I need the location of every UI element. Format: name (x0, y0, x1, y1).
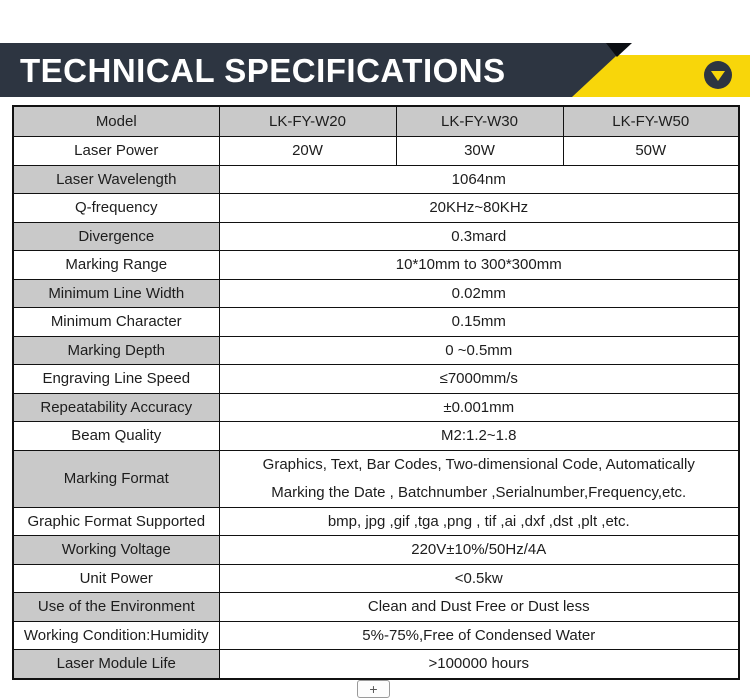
row-label: Laser Power (12, 136, 220, 166)
row-value: 0.15mm (218, 307, 740, 337)
row-label: Model (12, 105, 220, 137)
row-label: Laser Wavelength (12, 164, 220, 194)
marking-format-line-1: Graphics, Text, Bar Codes, Two-dimension… (262, 455, 695, 473)
chevron-down-circle (704, 61, 732, 89)
chevron-down-icon (711, 71, 725, 81)
table-row: Use of the Environment Clean and Dust Fr… (12, 592, 740, 622)
table-row: Marking Depth 0 ~0.5mm (12, 335, 740, 365)
row-label: Q-frequency (12, 193, 220, 223)
table-row: Minimum Character 0.15mm (12, 307, 740, 337)
row-value: 1064nm (218, 164, 740, 194)
row-value: 0.02mm (218, 278, 740, 308)
table-row: Repeatability Accuracy ±0.001mm (12, 392, 740, 422)
plus-icon: + (369, 681, 378, 697)
table-row: Engraving Line Speed ≤7000mm/s (12, 364, 740, 394)
row-value: 10*10mm to 300*300mm (218, 250, 740, 280)
row-value: 220V±10%/50Hz/4A (218, 535, 740, 565)
column-header-model-3: LK-FY-W50 (562, 105, 740, 137)
row-label: Working Condition:Humidity (12, 620, 220, 650)
marking-format-line-2: Marking the Date , Batchnumber ,Serialnu… (271, 483, 687, 501)
expand-button[interactable]: + (357, 680, 390, 698)
column-header-model-1: LK-FY-W20 (218, 105, 397, 137)
row-label: Marking Range (12, 250, 220, 280)
row-value: 20KHz~80KHz (218, 193, 740, 223)
table-row: Graphic Format Supported bmp, jpg ,gif ,… (12, 506, 740, 536)
row-value: 0.3mard (218, 221, 740, 251)
row-label: Unit Power (12, 563, 220, 593)
table-row: Laser Wavelength 1064nm (12, 164, 740, 194)
row-label: Minimum Character (12, 307, 220, 337)
row-label: Repeatability Accuracy (12, 392, 220, 422)
row-value: Clean and Dust Free or Dust less (218, 592, 740, 622)
table-row-marking-format: Marking Format Graphics, Text, Bar Codes… (12, 449, 740, 508)
row-value: 50W (562, 136, 740, 166)
table-row: Unit Power <0.5kw (12, 563, 740, 593)
row-label: Divergence (12, 221, 220, 251)
table-row: Beam Quality M2:1.2~1.8 (12, 421, 740, 451)
row-value: >100000 hours (218, 649, 740, 679)
row-value: 0 ~0.5mm (218, 335, 740, 365)
row-label: Graphic Format Supported (12, 506, 220, 536)
row-value: 20W (218, 136, 397, 166)
table-row: Working Condition:Humidity 5%-75%,Free o… (12, 620, 740, 650)
row-value: 5%-75%,Free of Condensed Water (218, 620, 740, 650)
table-row: Marking Range 10*10mm to 300*300mm (12, 250, 740, 280)
row-label: Laser Module Life (12, 649, 220, 679)
row-label: Beam Quality (12, 421, 220, 451)
row-value: bmp, jpg ,gif ,tga ,png , tif ,ai ,dxf ,… (218, 506, 740, 536)
row-label: Minimum Line Width (12, 278, 220, 308)
row-label: Working Voltage (12, 535, 220, 565)
row-value: ≤7000mm/s (218, 364, 740, 394)
table-row: Minimum Line Width 0.02mm (12, 278, 740, 308)
row-value: ±0.001mm (218, 392, 740, 422)
row-value: <0.5kw (218, 563, 740, 593)
row-label: Engraving Line Speed (12, 364, 220, 394)
table-row: Q-frequency 20KHz~80KHz (12, 193, 740, 223)
row-value: Graphics, Text, Bar Codes, Two-dimension… (218, 449, 740, 508)
row-label: Marking Format (12, 449, 220, 508)
specs-table: Model LK-FY-W20 LK-FY-W30 LK-FY-W50 Lase… (12, 105, 740, 680)
row-value: M2:1.2~1.8 (218, 421, 740, 451)
column-header-model-2: LK-FY-W30 (395, 105, 564, 137)
table-row: Laser Module Life >100000 hours (12, 649, 740, 679)
table-row-laser-power: Laser Power 20W 30W 50W (12, 136, 740, 166)
table-row: Working Voltage 220V±10%/50Hz/4A (12, 535, 740, 565)
row-label: Marking Depth (12, 335, 220, 365)
table-row-model: Model LK-FY-W20 LK-FY-W30 LK-FY-W50 (12, 105, 740, 137)
row-value: 30W (395, 136, 564, 166)
page-title: TECHNICAL SPECIFICATIONS (20, 52, 506, 89)
table-row: Divergence 0.3mard (12, 221, 740, 251)
banner-dark-band (0, 43, 630, 97)
row-label: Use of the Environment (12, 592, 220, 622)
